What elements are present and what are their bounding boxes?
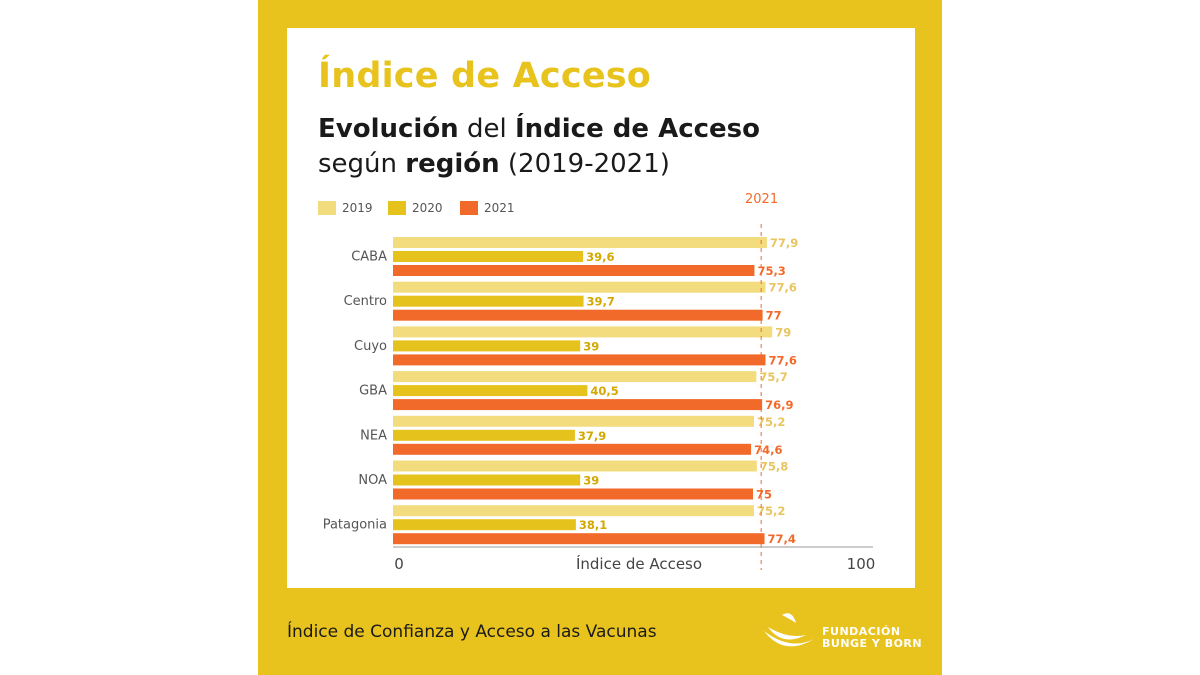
legend-swatch [460,201,478,215]
bar-2019 [393,460,757,472]
fundacion-logo-icon [764,613,814,647]
bar-2019 [393,237,767,248]
bar-2021 [393,265,755,276]
reference-line-label: 2021 [745,192,779,207]
bar-2021 [393,443,752,455]
subtitle-part: (2019-2021) [499,149,670,179]
category-label: CABA [351,250,387,265]
x-tick-label: 0 [394,555,404,573]
bar-2019 [393,281,766,293]
data-label-2020: 39 [583,474,599,488]
legend-swatch [388,201,406,215]
data-label-2020: 37,9 [578,429,606,443]
legend-label: 2019 [342,201,373,215]
bar-2020 [393,519,576,531]
subtitle-part: Evolución [318,114,459,144]
subtitle-part: Índice de Acceso [514,114,760,144]
data-label-2020: 39,6 [586,250,614,264]
data-label-2019: 75,2 [757,415,785,429]
legend-label: 2021 [484,201,515,215]
legend-item-2021: 2021 [460,199,515,217]
category-label: Cuyo [354,339,387,354]
category-label: NEA [360,428,387,443]
data-label-2019: 77,6 [768,281,796,295]
category-label: GBA [359,384,387,399]
bar-2019 [393,371,757,383]
data-label-2020: 39 [583,339,599,353]
subtitle-part: del [458,114,515,144]
data-label-2021: 77,4 [768,532,796,546]
data-label-2019: 77,9 [770,236,798,250]
category-label: NOA [358,473,387,488]
data-label-2020: 38,1 [579,518,607,532]
category-label: Centro [344,294,387,309]
data-label-2021: 77,6 [768,353,796,367]
category-label: Patagonia [323,518,387,533]
data-label-2019: 75,7 [759,370,787,384]
bar-chart: CABA 77,9 39,6 75,3 Centro 77,6 39,7 77 Cuyo 79 39… [323,220,876,573]
subtitle-part: según [318,149,406,179]
bar-2021 [393,309,763,321]
page-title: Índice de Acceso [318,56,652,96]
legend-item-2019: 2019 [318,199,373,217]
bar-2020 [393,385,588,397]
data-label-2021: 74,6 [754,443,782,457]
bar-2020 [393,340,581,352]
bar-2021 [393,399,763,411]
bar-2021 [393,533,765,545]
legend-item-2020: 2020 [388,199,443,217]
legend-label: 2020 [412,201,443,215]
bar-2021 [393,354,766,366]
data-label-2021: 77 [766,309,782,323]
data-label-2019: 75,2 [757,504,785,518]
logo-text-line1: FUNDACIÓN [822,625,901,638]
bar-2019 [393,415,754,427]
x-tick-label: 100 [847,555,876,573]
data-label-2020: 39,7 [587,295,615,309]
chart-subtitle: Evolución del Índice de Acceso según reg… [318,112,760,182]
x-axis-title: Índice de Acceso [576,554,702,573]
data-label-2021: 75 [756,488,772,502]
bar-2020 [393,295,584,307]
bar-2020 [393,474,581,486]
bar-2019 [393,326,773,338]
data-label-2019: 79 [775,325,791,339]
bar-2020 [393,429,575,441]
subtitle-part: región [405,149,500,179]
data-label-2021: 76,9 [765,398,793,412]
data-label-2020: 40,5 [590,384,618,398]
logo-text-line2: BUNGE Y BORN [822,637,923,650]
footer-text: Índice de Confianza y Acceso a las Vacun… [287,622,657,642]
bar-2020 [393,251,584,262]
bar-2019 [393,505,754,517]
data-label-2021: 75,3 [757,264,785,278]
bar-2021 [393,488,753,500]
legend-swatch [318,201,336,215]
data-label-2019: 75,8 [760,460,788,474]
